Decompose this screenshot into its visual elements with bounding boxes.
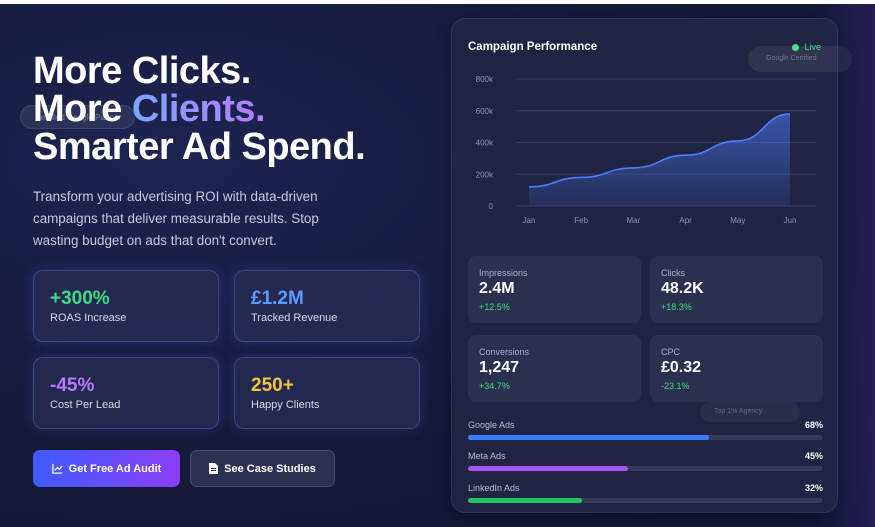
channel-fill <box>468 435 710 440</box>
channel-percent: 68% <box>804 420 823 430</box>
stat-label: Tracked Revenue <box>251 312 338 324</box>
stat-value: -45% <box>50 375 95 396</box>
stat-value: 250+ <box>251 375 294 396</box>
top-agency-badge: Top 1% Agency <box>700 402 800 422</box>
channel-track <box>468 466 823 471</box>
campaign-performance-panel: Campaign Performance Live 0 200k 400k 600k 8… <box>451 18 838 513</box>
stat-card-clients: 250+ Happy Clients <box>234 357 420 429</box>
stat-card-roas: +300% ROAS Increase <box>33 270 219 342</box>
chart-x-tick-label: Apr <box>679 216 692 225</box>
metric-change: -23.1% <box>661 381 690 391</box>
channel-name: LinkedIn Ads <box>468 483 520 493</box>
metric-label: Conversions <box>479 347 530 357</box>
chart-x-tick-label: Mar <box>627 216 641 225</box>
chart-y-tick-label: 400k <box>476 139 494 148</box>
metric-change: +18.3% <box>661 302 692 312</box>
panel-title: Campaign Performance <box>468 41 598 53</box>
stat-value: +300% <box>50 288 110 309</box>
metric-change: +34.7% <box>479 381 510 391</box>
chart-x-tick-label: Jun <box>784 216 797 225</box>
stat-card-cpl: -45% Cost Per Lead <box>33 357 219 429</box>
chart-area-fill <box>529 113 790 206</box>
channel-fill <box>468 466 628 471</box>
live-dot-icon <box>792 43 800 51</box>
metric-label: Impressions <box>479 268 528 278</box>
metric-change: +12.5% <box>479 302 510 312</box>
metric-value: 48.2K <box>661 280 704 297</box>
metric-label: Clicks <box>661 268 685 278</box>
performance-chart: 0 200k 400k 600k 800k Jan Feb Mar Apr May Jun <box>476 75 816 225</box>
channel-name: Meta Ads <box>468 451 506 461</box>
document-icon <box>209 463 219 474</box>
button-label: See Case Studies <box>224 462 316 475</box>
metric-label: CPC <box>661 347 681 357</box>
channel-track <box>468 435 823 440</box>
chart-y-tick-label: 600k <box>476 107 494 116</box>
chart-y-tick-label: 200k <box>476 170 494 179</box>
hero-headline: More Clicks. More Clients. Smarter Ad Sp… <box>33 50 366 168</box>
metric-value: £0.32 <box>661 359 702 376</box>
headline-line-3: Smarter Ad Spend. <box>33 126 366 168</box>
channel-track <box>468 498 823 503</box>
chart-y-tick-label: 0 <box>489 202 494 211</box>
hero-section: Certified Google Partner More Clicks. Mo… <box>0 4 875 527</box>
chart-x-tick-label: May <box>730 216 745 225</box>
channel-row-linkedin: LinkedIn Ads 32% <box>468 483 823 507</box>
headline-line-2-prefix: More <box>33 88 132 130</box>
get-free-ad-audit-button[interactable]: Get Free Ad Audit <box>33 450 180 487</box>
chart-series-line <box>528 113 791 188</box>
stat-label: ROAS Increase <box>50 312 127 324</box>
chart-x-tick-label: Jan <box>523 216 536 225</box>
channel-name: Google Ads <box>468 420 515 430</box>
channel-fill <box>468 498 582 503</box>
headline-line-1: More Clicks. <box>33 50 251 92</box>
stat-label: Cost Per Lead <box>50 399 121 411</box>
chart-y-tick-label: 800k <box>476 75 494 84</box>
metric-value: 2.4M <box>479 280 515 297</box>
metric-card-cpc: CPC £0.32 -23.1% <box>650 335 823 402</box>
live-label: Live <box>804 42 821 52</box>
headline-line-2: More Clients. <box>33 90 365 128</box>
metric-card-clicks: Clicks 48.2K +18.3% <box>650 256 823 323</box>
stat-card-revenue: £1.2M Tracked Revenue <box>234 270 420 342</box>
button-label: Get Free Ad Audit <box>68 462 162 475</box>
stat-label: Happy Clients <box>251 399 320 411</box>
headline-accent: Clients. <box>131 88 266 130</box>
chart-line-icon <box>51 463 63 474</box>
metric-card-conversions: Conversions 1,247 +34.7% <box>468 335 641 402</box>
see-case-studies-button[interactable]: See Case Studies <box>190 450 335 487</box>
chart-x-tick-label: Feb <box>574 216 588 225</box>
channel-row-meta: Meta Ads 45% <box>468 451 823 475</box>
stat-value: £1.2M <box>251 288 304 309</box>
metric-card-impressions: Impressions 2.4M +12.5% <box>468 256 641 323</box>
live-indicator: Live <box>792 42 821 52</box>
channel-percent: 32% <box>804 483 823 493</box>
google-certified-badge: Google Certified <box>748 46 852 72</box>
partner-badge: Certified Google Partner <box>20 105 135 129</box>
hero-lead: Transform your advertising ROI with data… <box>33 189 319 248</box>
channel-percent: 45% <box>804 451 823 461</box>
metric-value: 1,247 <box>479 359 520 376</box>
channel-row-google: Google Ads 68% <box>468 420 823 444</box>
